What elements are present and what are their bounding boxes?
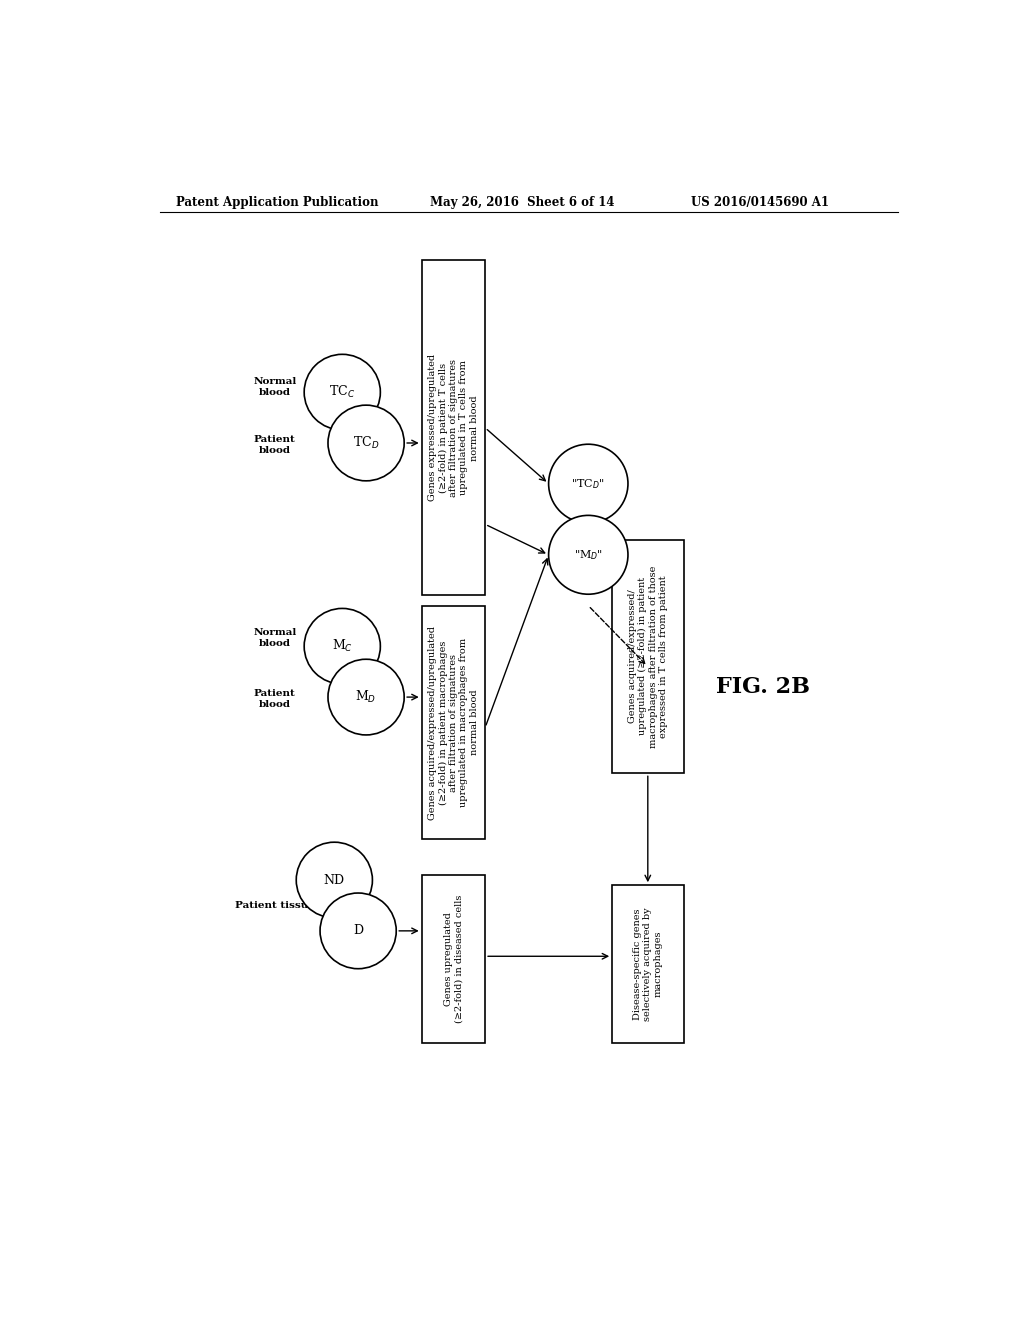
- Bar: [612, 886, 684, 1043]
- Bar: [612, 540, 684, 774]
- Text: Normal
blood: Normal blood: [253, 628, 296, 648]
- Text: M$_D$: M$_D$: [355, 689, 377, 705]
- Text: TC$_C$: TC$_C$: [330, 384, 355, 400]
- Text: "M$_D$": "M$_D$": [573, 548, 603, 562]
- Text: Normal
blood: Normal blood: [253, 378, 296, 397]
- Ellipse shape: [549, 515, 628, 594]
- Text: US 2016/0145690 A1: US 2016/0145690 A1: [691, 195, 829, 209]
- Bar: [422, 606, 485, 840]
- Text: Patient
blood: Patient blood: [254, 436, 296, 454]
- Ellipse shape: [328, 405, 404, 480]
- Ellipse shape: [328, 659, 404, 735]
- Text: "TC$_D$": "TC$_D$": [571, 477, 605, 491]
- Text: D: D: [353, 924, 364, 937]
- Text: M$_C$: M$_C$: [332, 639, 353, 655]
- Ellipse shape: [304, 609, 380, 684]
- Text: Genes upregulated
(≥2-fold) in diseased cells: Genes upregulated (≥2-fold) in diseased …: [443, 895, 463, 1023]
- Text: Genes expressed/upregulated
(≥2-fold) in patient T cells
after filtration of sig: Genes expressed/upregulated (≥2-fold) in…: [428, 354, 479, 502]
- Ellipse shape: [549, 445, 628, 523]
- Text: Genes acquired/expressed/upregulated
(≥2-fold) in patient macrophages
after filt: Genes acquired/expressed/upregulated (≥2…: [428, 626, 479, 820]
- Text: Disease-specific genes
selectively acquired by
macrophages: Disease-specific genes selectively acqui…: [633, 907, 663, 1020]
- Text: FIG. 2B: FIG. 2B: [716, 676, 810, 698]
- Bar: [422, 260, 485, 595]
- Text: ND: ND: [324, 874, 345, 887]
- Ellipse shape: [296, 842, 373, 917]
- Text: Patent Application Publication: Patent Application Publication: [176, 195, 378, 209]
- Text: Patient
blood: Patient blood: [254, 689, 296, 709]
- Text: Genes acquired/expressed/
upregulated (≥2-fold) in patient
macrophages after fil: Genes acquired/expressed/ upregulated (≥…: [628, 565, 668, 747]
- Ellipse shape: [321, 894, 396, 969]
- Text: May 26, 2016  Sheet 6 of 14: May 26, 2016 Sheet 6 of 14: [430, 195, 614, 209]
- Text: TC$_D$: TC$_D$: [353, 436, 379, 451]
- Bar: [422, 875, 485, 1043]
- Ellipse shape: [304, 354, 380, 430]
- Text: Patient tissue: Patient tissue: [234, 902, 314, 909]
